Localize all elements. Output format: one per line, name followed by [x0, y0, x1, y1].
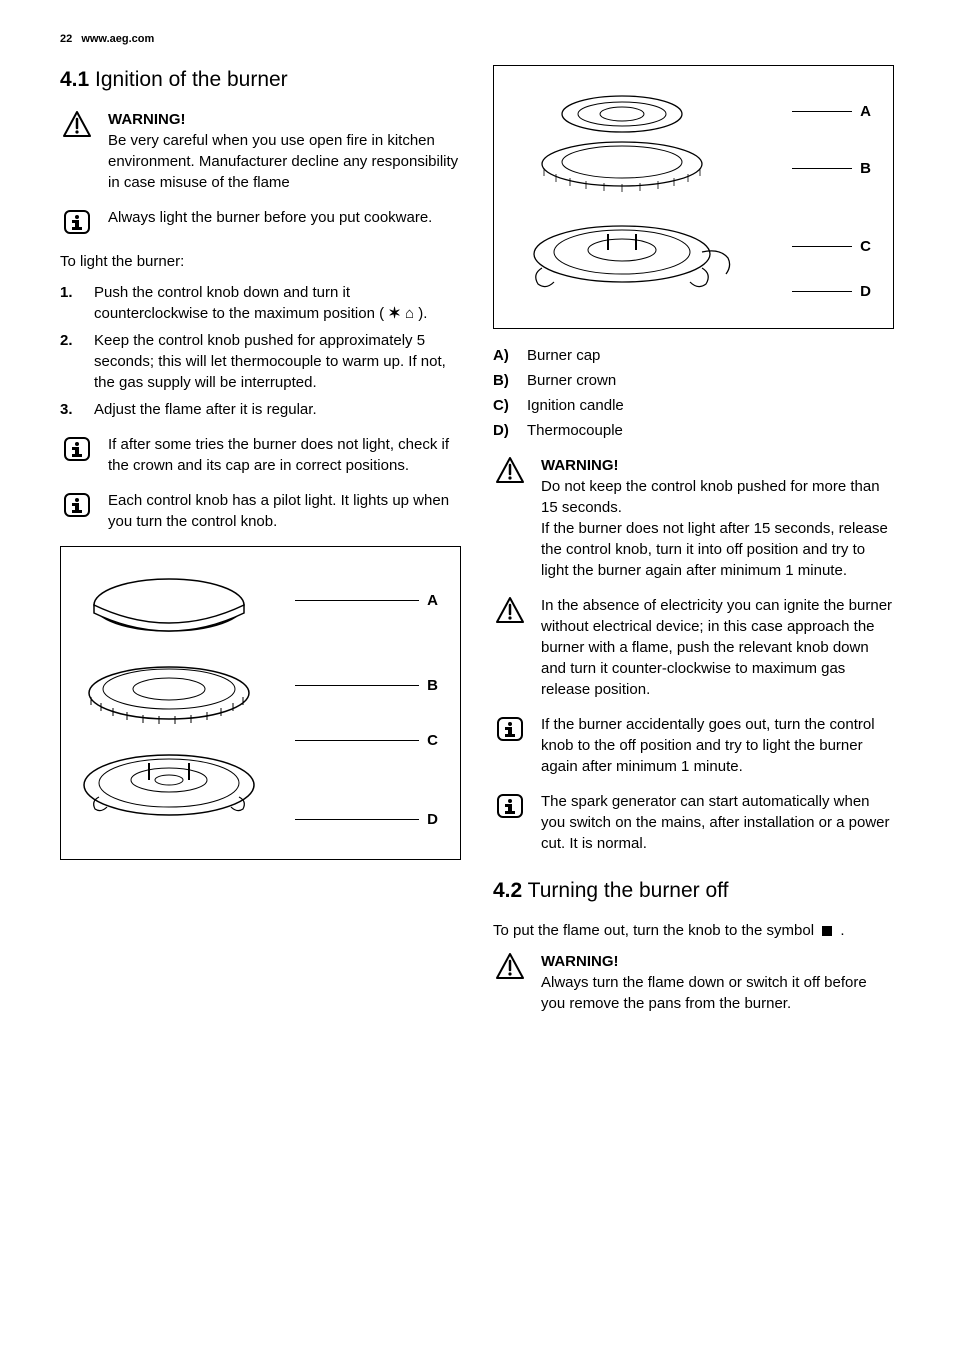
legend-item: C)Ignition candle — [493, 395, 894, 416]
warning-body: Do not keep the control knob pushed for … — [541, 476, 894, 581]
warning-head: WARNING! — [541, 455, 894, 476]
info-check-crown: If after some tries the burner does not … — [60, 434, 461, 476]
section-4-2-heading: 4.2 Turning the burner off — [493, 876, 894, 905]
burner-exploded-figure-2: A B C D — [493, 65, 894, 329]
burner-exploded-figure-1: A B C D — [60, 546, 461, 860]
info-icon — [60, 434, 94, 464]
info-text: Each control knob has a pilot light. It … — [108, 490, 461, 532]
info-text: If the burner accidentally goes out, tur… — [541, 714, 894, 777]
warning-body: In the absence of electricity you can ig… — [541, 595, 894, 700]
info-icon — [60, 490, 94, 520]
section-4-2-title: Turning the burner off — [528, 879, 729, 902]
content-columns: 4.1 Ignition of the burner WARNING! Be v… — [60, 65, 894, 1027]
step-text: Keep the control knob pushed for approxi… — [94, 330, 461, 393]
legend-item: B)Burner crown — [493, 370, 894, 391]
info-icon — [60, 207, 94, 237]
column-right: A B C D A)Burner cap B)Burner crown C)Ig… — [493, 65, 894, 1027]
figure-label-c: C — [860, 236, 871, 257]
step-text: Adjust the flame after it is regular. — [94, 399, 461, 420]
section-4-1-title: Ignition of the burner — [95, 68, 288, 91]
off-symbol-icon — [822, 926, 832, 936]
figure-label-d: D — [860, 281, 871, 302]
info-light-before-cookware: Always light the burner before you put c… — [60, 207, 461, 237]
legend-item: D)Thermocouple — [493, 420, 894, 441]
step-number: 3. — [60, 399, 84, 420]
steps-list: 1. Push the control knob down and turn i… — [60, 282, 461, 420]
info-text: If after some tries the burner does not … — [108, 434, 461, 476]
section-4-2-number: 4.2 — [493, 879, 522, 902]
info-pilot-light: Each control knob has a pilot light. It … — [60, 490, 461, 532]
warning-15-seconds: WARNING! Do not keep the control knob pu… — [493, 455, 894, 581]
step-number: 1. — [60, 282, 84, 303]
step-3: 3. Adjust the flame after it is regular. — [60, 399, 461, 420]
figure-label-b: B — [427, 675, 438, 696]
section-4-1-heading: 4.1 Ignition of the burner — [60, 65, 461, 94]
figure-label-a: A — [860, 101, 871, 122]
step-number: 2. — [60, 330, 84, 351]
figure-labels: A B C D — [295, 565, 438, 841]
figure-label-d: D — [427, 809, 438, 830]
info-text: Always light the burner before you put c… — [108, 207, 461, 228]
header-url: www.aeg.com — [81, 33, 154, 45]
flame-icon: ⌂ — [405, 305, 418, 322]
legend-item: A)Burner cap — [493, 345, 894, 366]
warning-no-electricity: In the absence of electricity you can ig… — [493, 595, 894, 700]
info-accidental-out: If the burner accidentally goes out, tur… — [493, 714, 894, 777]
figure-labels: A B C D — [758, 84, 871, 310]
figure-drawing — [79, 565, 279, 841]
info-text: The spark generator can start automatica… — [541, 791, 894, 854]
spark-icon: ✶ — [388, 305, 405, 322]
warning-body: Be very careful when you use open fire i… — [108, 130, 461, 193]
figure-label-a: A — [427, 590, 438, 611]
section-4-1-number: 4.1 — [60, 68, 89, 91]
turn-off-body: To put the flame out, turn the knob to t… — [493, 920, 894, 941]
info-icon — [493, 714, 527, 744]
figure-label-b: B — [860, 158, 871, 179]
warning-head: WARNING! — [541, 951, 894, 972]
warning-open-fire: WARNING! Be very careful when you use op… — [60, 109, 461, 193]
figure-legend: A)Burner cap B)Burner crown C)Ignition c… — [493, 345, 894, 441]
warning-icon — [493, 595, 527, 625]
warning-icon — [493, 951, 527, 981]
step-text: Push the control knob down and turn it c… — [94, 282, 461, 324]
info-spark-generator: The spark generator can start automatica… — [493, 791, 894, 854]
figure-drawing — [512, 84, 742, 310]
step-1: 1. Push the control knob down and turn i… — [60, 282, 461, 324]
warning-icon — [493, 455, 527, 485]
step-2: 2. Keep the control knob pushed for appr… — [60, 330, 461, 393]
warning-icon — [60, 109, 94, 139]
warning-remove-pans: WARNING! Always turn the flame down or s… — [493, 951, 894, 1014]
warning-head: WARNING! — [108, 109, 461, 130]
page-number: 22 — [60, 33, 72, 45]
column-left: 4.1 Ignition of the burner WARNING! Be v… — [60, 65, 461, 1027]
figure-label-c: C — [427, 730, 438, 751]
info-icon — [493, 791, 527, 821]
warning-body: Always turn the flame down or switch it … — [541, 972, 894, 1014]
page-header: 22 www.aeg.com — [60, 32, 894, 47]
to-light-intro: To light the burner: — [60, 251, 461, 272]
